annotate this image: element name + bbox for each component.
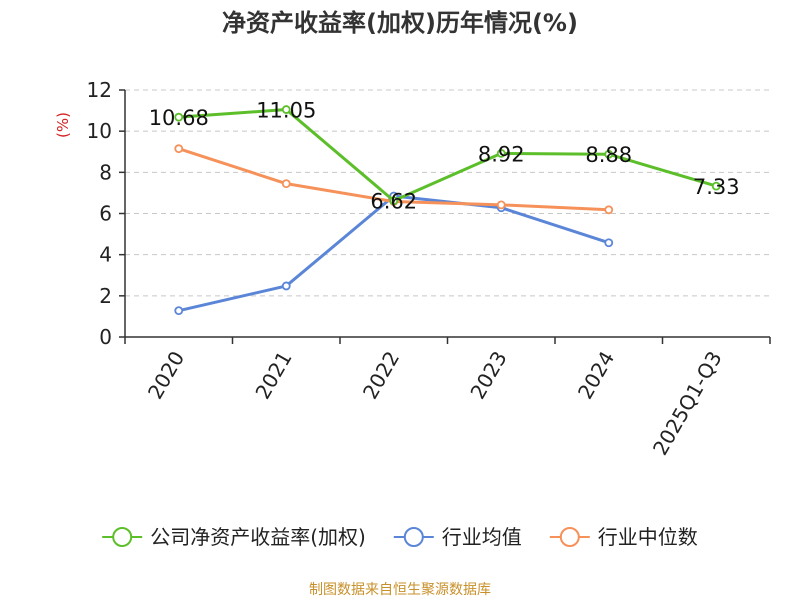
legend-item-0: 公司净资产收益率(加权) <box>102 525 366 549</box>
legend: 公司净资产收益率(加权) 行业均值 行业中位数 <box>102 525 698 549</box>
data-label-2024: 8.88 <box>585 143 632 167</box>
chart-title: 净资产收益率(加权)历年情况(%) <box>222 9 578 37</box>
legend-label-2: 行业中位数 <box>598 525 698 549</box>
series-0-point-2024 <box>604 149 614 159</box>
y-tick-label-12: 12 <box>87 78 112 102</box>
y-tick-label-2: 2 <box>99 284 112 308</box>
data-label-2025Q1-Q3: 7.33 <box>693 175 740 199</box>
series-0-point-2020 <box>174 112 184 122</box>
y-tick-label-0: 0 <box>99 325 112 349</box>
y-tick-label-8: 8 <box>99 160 112 184</box>
x-tick-label-2023: 2023 <box>465 347 511 403</box>
series-2-point-2021 <box>281 179 291 189</box>
data-label-2021: 11.05 <box>256 99 316 123</box>
legend-item-2: 行业中位数 <box>549 525 698 549</box>
legend-item-1: 行业均值 <box>393 525 522 549</box>
source-note: 制图数据来自恒生聚源数据库 <box>309 582 491 598</box>
y-tick-label-10: 10 <box>87 119 112 143</box>
y-tick-label-6: 6 <box>99 202 112 226</box>
y-tick-label-4: 4 <box>99 243 112 267</box>
grid-lines <box>125 89 770 297</box>
series-0-point-2025Q1-Q3 <box>711 181 721 191</box>
legend-swatch-marker-0 <box>112 527 133 547</box>
x-tick-label-2020: 2020 <box>143 347 189 403</box>
x-tick-label-2022: 2022 <box>358 347 404 403</box>
series-1-point-2024 <box>604 238 614 248</box>
series-lines <box>174 105 721 316</box>
series-2-point-2024 <box>604 205 614 215</box>
legend-swatch-marker-2 <box>559 527 580 547</box>
series-1-point-2020 <box>174 306 184 316</box>
data-label-2023: 8.92 <box>478 142 525 166</box>
axes: 0 2 4 6 8 10 12 2020 2021 2022 2023 2024 2025Q1-Q3 <box>87 78 771 459</box>
x-tick-label-2024: 2024 <box>573 347 619 403</box>
x-tick-label-2021: 2021 <box>250 347 296 403</box>
data-label-2020: 10.68 <box>149 106 209 130</box>
data-label-2022: 6.62 <box>370 190 417 214</box>
series-1-point-2021 <box>281 281 291 291</box>
series-0-point-2022 <box>389 196 399 206</box>
x-tick-label-2025Q1-Q3: 2025Q1-Q3 <box>648 347 727 459</box>
legend-label-1: 行业均值 <box>442 525 522 549</box>
series-0-point-2023 <box>496 148 506 158</box>
series-line-0 <box>178 108 717 203</box>
series-2-point-2023 <box>496 200 506 210</box>
y-axis-unit-label: (%) <box>54 112 72 138</box>
series-0-point-2021 <box>281 105 291 114</box>
data-labels: 10.68 11.05 6.62 8.92 8.88 7.33 <box>149 99 740 214</box>
legend-label-0: 公司净资产收益率(加权) <box>150 525 366 549</box>
legend-swatch-marker-1 <box>403 527 424 547</box>
series-2-point-2020 <box>174 144 184 154</box>
